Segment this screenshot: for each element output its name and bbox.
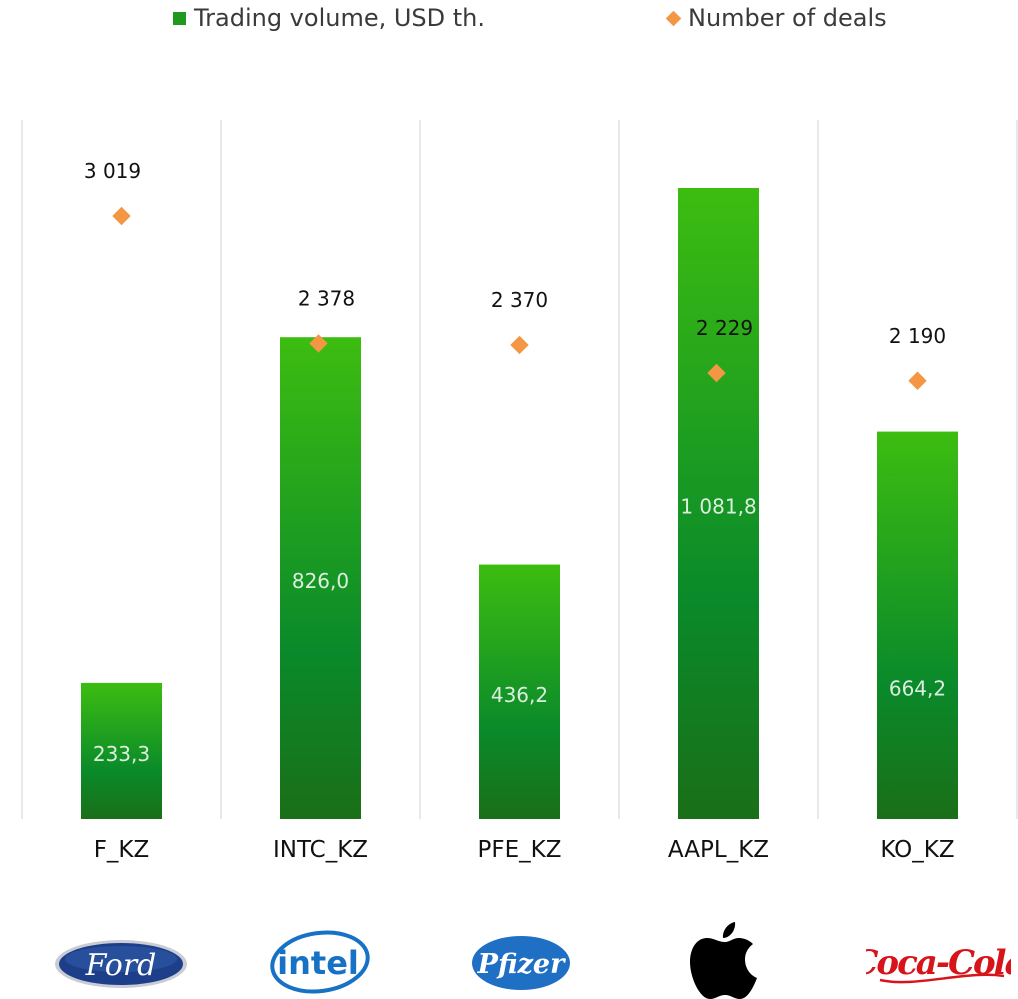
deals-value-label: 3 019 — [84, 159, 141, 183]
pfizer-logo-text: Pfizer — [477, 949, 566, 980]
legend-volume-label: Trading volume, USD th. — [194, 4, 486, 32]
intel-logo: intel — [270, 930, 370, 994]
category-tick-label: F_KZ — [94, 837, 150, 863]
legend-volume-swatch — [173, 11, 186, 25]
deals-value-label: 2 229 — [696, 316, 753, 340]
deals-value-label: 2 378 — [298, 286, 355, 310]
legend-volume: Trading volume, USD th. — [173, 4, 485, 32]
ford-logo: Ford — [55, 940, 187, 988]
legend-deals-label: Number of deals — [688, 4, 887, 32]
volume-value-label: 436,2 — [491, 683, 548, 707]
volume-bar — [81, 682, 162, 819]
category-tick-label: PFE_KZ — [478, 837, 562, 863]
category-tick-label: INTC_KZ — [273, 837, 368, 863]
volume-value-label: 1 081,8 — [680, 495, 756, 519]
volume-value-label: 664,2 — [889, 676, 946, 700]
volume-bar — [678, 188, 759, 819]
volume-value-label: 233,3 — [93, 742, 150, 766]
volume-bar — [877, 431, 958, 819]
pfizer-logo: Pfizer — [472, 936, 570, 990]
chart-plot: 233,3 3 019 F_KZ 826,0 2 378 INTC_KZ 436,2 2 37… — [21, 120, 1018, 863]
deals-marker — [112, 206, 131, 226]
volume-bar — [479, 564, 560, 819]
legend-deals: Number of deals — [665, 4, 887, 32]
deals-marker — [510, 335, 529, 355]
deals-value-label: 2 370 — [491, 288, 548, 312]
cocacola-logo-text: Coca-Cola — [866, 943, 1011, 983]
category-tick-label: AAPL_KZ — [668, 837, 769, 863]
volume-value-label: 826,0 — [292, 569, 349, 593]
ford-logo-text: Ford — [85, 948, 157, 983]
deals-value-label: 2 190 — [889, 324, 946, 348]
apple-icon — [690, 922, 757, 999]
deals-marker — [707, 363, 726, 383]
intel-logo-text: intel — [277, 944, 359, 982]
category-tick-label: KO_KZ — [880, 837, 954, 863]
deals-marker — [309, 334, 328, 353]
cocacola-logo: Coca-Cola — [866, 943, 1011, 984]
volume-bar — [280, 337, 361, 819]
deals-marker — [908, 371, 927, 390]
